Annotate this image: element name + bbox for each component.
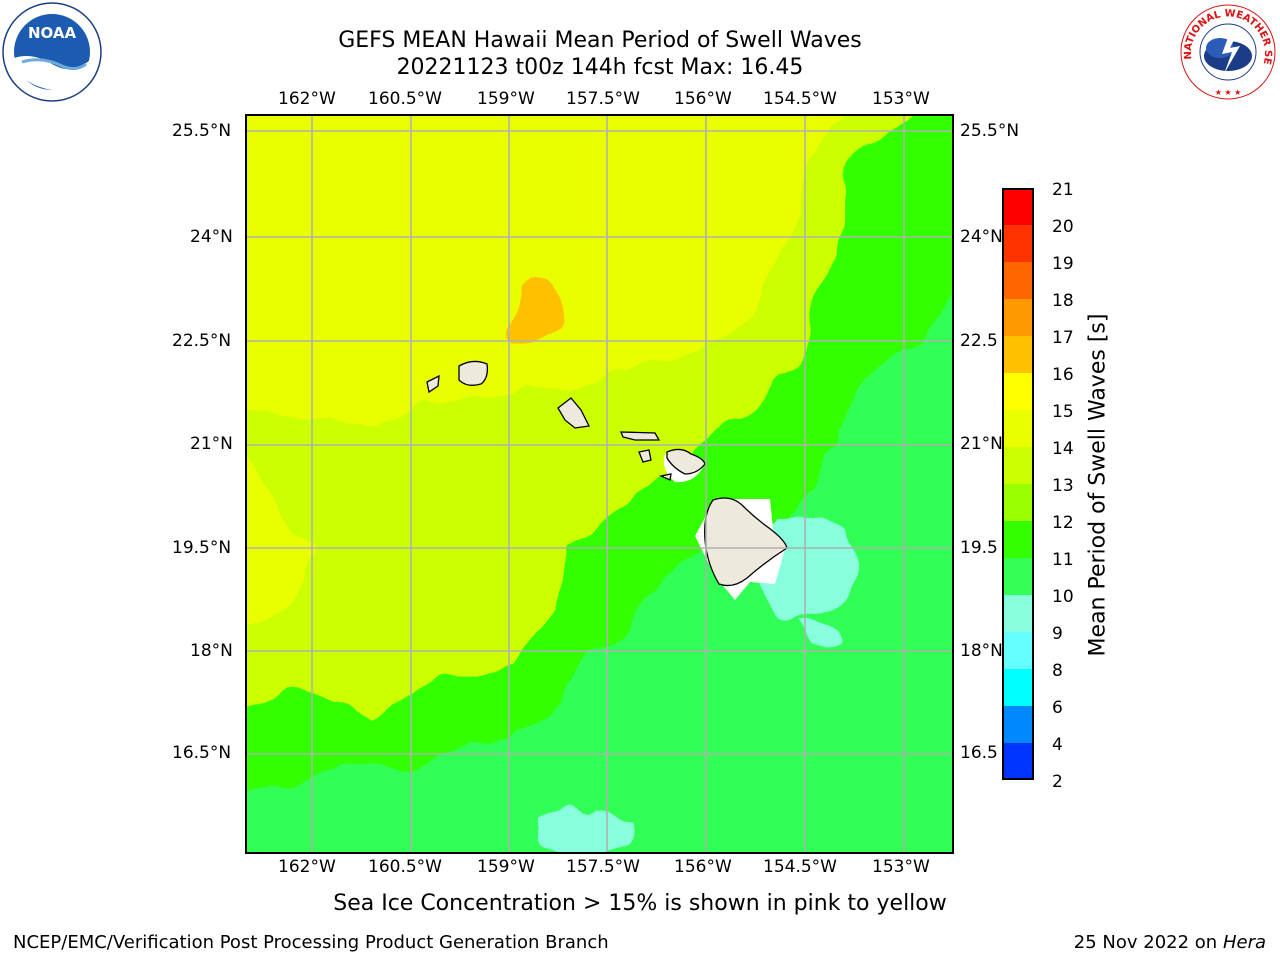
colorbar-segment [1002, 373, 1034, 411]
noaa-logo-text: NOAA [28, 24, 77, 42]
colorbar-segment [1002, 595, 1034, 633]
colorbar-tick: 13 [1052, 476, 1074, 496]
island-oahu [557, 397, 590, 429]
lat-label-left: 18°N [190, 641, 233, 661]
colorbar-segment [1002, 188, 1034, 226]
chart-title: GEFS MEAN Hawaii Mean Period of Swell Wa… [338, 28, 862, 53]
lon-label-bottom: 157.5°W [566, 857, 640, 877]
colorbar-tick: 4 [1052, 735, 1063, 755]
colorbar-tick: 10 [1052, 587, 1074, 607]
colorbar-segment [1002, 706, 1034, 744]
islands [426, 360, 788, 587]
colorbar-tick: 17 [1052, 328, 1074, 348]
colorbar-segment [1002, 262, 1034, 300]
region-10-11-south [245, 292, 954, 854]
lon-label-top: 159°W [477, 89, 535, 109]
sea-ice-note: Sea Ice Concentration > 15% is shown in … [333, 891, 947, 916]
colorbar-segment [1002, 521, 1034, 559]
lon-label-top: 157.5°W [566, 89, 640, 109]
colorbar-segment [1002, 743, 1034, 780]
host-name: Hera [1222, 932, 1266, 953]
region-14-15-north [245, 114, 842, 422]
colorbar-segment [1002, 299, 1034, 337]
region-15-16 [506, 286, 563, 347]
lat-label-right: 21°N [960, 434, 1003, 454]
region-14-15-west [245, 449, 305, 631]
credit-text: NCEP/EMC/Verification Post Processing Pr… [13, 932, 609, 953]
colorbar-tick: 12 [1052, 513, 1074, 533]
colorbar-tick: 19 [1052, 254, 1074, 274]
svg-text:★ ★ ★: ★ ★ ★ [1215, 88, 1242, 97]
swell-period-map [245, 114, 954, 854]
date-text: 25 Nov 2022 on [1073, 932, 1218, 953]
island-maui [666, 448, 706, 475]
lat-label-right: 19.5 [960, 538, 998, 558]
lat-label-left: 24°N [190, 227, 233, 247]
lon-label-bottom: 160.5°W [368, 857, 442, 877]
colorbar-tick: 18 [1052, 291, 1074, 311]
noaa-logo: NOAA [2, 2, 102, 102]
lon-label-bottom: 162°W [278, 857, 336, 877]
lon-label-top: 156°W [674, 89, 732, 109]
colorbar-segment [1002, 669, 1034, 707]
lat-label-right: 16.5 [960, 743, 998, 763]
colorbar-tick: 15 [1052, 402, 1074, 422]
island-niihau [426, 374, 440, 394]
colorbar-tick: 14 [1052, 439, 1074, 459]
lon-label-bottom: 153°W [872, 857, 930, 877]
lat-label-right: 22.5 [960, 331, 998, 351]
colorbar-segment [1002, 410, 1034, 448]
colorbar-tick: 2 [1052, 772, 1063, 792]
lon-label-bottom: 156°W [674, 857, 732, 877]
date-stamp: 25 Nov 2022 on Hera [1074, 932, 1266, 953]
colorbar-tick: 11 [1052, 550, 1074, 570]
colorbar-tick: 8 [1052, 661, 1063, 681]
colorbar-segment [1002, 336, 1034, 374]
colorbar-segment [1002, 558, 1034, 596]
lat-label-left: 25.5°N [172, 121, 232, 141]
island-kauai [458, 360, 489, 386]
colorbar-segment [1002, 225, 1034, 263]
colorbar-tick: 21 [1052, 180, 1074, 200]
colorbar-segment [1002, 484, 1034, 522]
island-lanai [638, 449, 652, 463]
region-9-10-east [805, 623, 845, 651]
lat-label-right: 18°N [960, 641, 1003, 661]
nws-logo: NATIONAL WEATHER SERVICE ★ ★ ★ [1178, 2, 1276, 100]
lon-label-top: 162°W [278, 89, 336, 109]
colorbar-segment [1002, 632, 1034, 670]
lat-label-right: 25.5°N [960, 121, 1020, 141]
island-molokai [620, 431, 661, 441]
colorbar-tick: 9 [1052, 624, 1063, 644]
lon-label-top: 153°W [872, 89, 930, 109]
chart-subtitle: 20221123 t00z 144h fcst Max: 16.45 [396, 55, 804, 80]
lat-label-left: 22.5°N [172, 331, 232, 351]
colorbar-segment [1002, 447, 1034, 485]
graticule [245, 114, 954, 854]
lat-label-right: 24°N [960, 227, 1003, 247]
colorbar-label: Mean Period of Swell Waves [s] [1085, 313, 1111, 657]
lat-label-left: 19.5°N [172, 538, 232, 558]
lat-label-left: 21°N [190, 434, 233, 454]
lon-label-bottom: 159°W [477, 857, 535, 877]
colorbar-tick: 6 [1052, 698, 1063, 718]
colorbar [1002, 188, 1034, 780]
lat-label-left: 16.5°N [172, 743, 232, 763]
lon-label-bottom: 154.5°W [763, 857, 837, 877]
colorbar-tick: 20 [1052, 217, 1074, 237]
colorbar-tick: 16 [1052, 365, 1074, 385]
colorbar-border [1002, 188, 1034, 780]
lon-label-top: 160.5°W [368, 89, 442, 109]
island-kahoolawe [658, 473, 672, 481]
lon-label-top: 154.5°W [763, 89, 837, 109]
